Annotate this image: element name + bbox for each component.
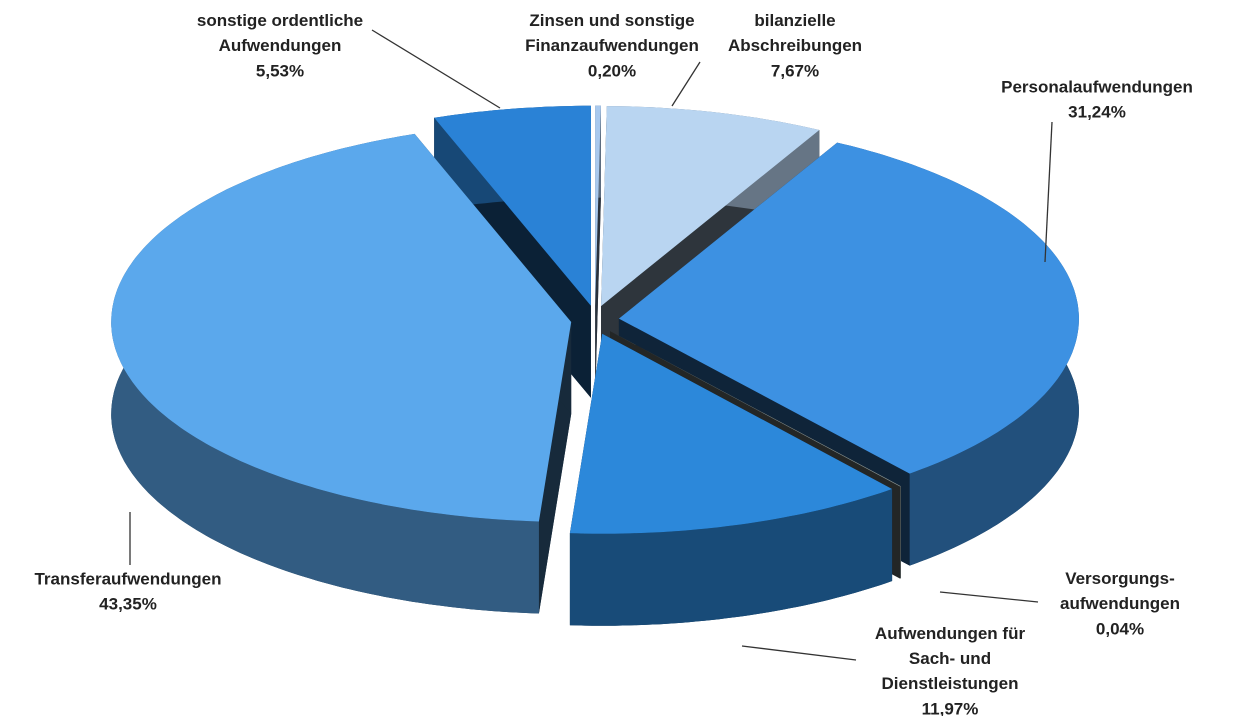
slice bbox=[569, 333, 893, 534]
category-label: Aufwendungen für Sach- und Dienstleistunge… bbox=[875, 624, 1026, 693]
slice bbox=[595, 105, 601, 306]
category-label: Zinsen und sonstige Finanzaufwendungen bbox=[525, 11, 699, 55]
labels: Zinsen und sonstige Finanzaufwendungen 0,2… bbox=[34, 11, 1192, 716]
leader-line bbox=[741, 645, 857, 661]
leader-line bbox=[1044, 121, 1053, 263]
value-label: 0,20% bbox=[588, 61, 636, 80]
slice bbox=[111, 133, 572, 522]
category-label: Personalaufwendungen bbox=[1001, 77, 1193, 96]
slice bbox=[610, 331, 901, 487]
category-label: bilanzielle Abschreibungen bbox=[728, 11, 862, 55]
category-label: sonstige ordentliche Aufwendungen bbox=[197, 11, 363, 55]
leader-line bbox=[671, 61, 701, 107]
leader-line bbox=[371, 29, 501, 109]
slice-side bbox=[569, 489, 893, 626]
pie bbox=[111, 105, 1079, 626]
slice bbox=[601, 106, 820, 307]
value-label: 31,24% bbox=[1068, 102, 1126, 121]
value-label: 7,67% bbox=[771, 61, 819, 80]
category-label: Transferaufwendungen bbox=[34, 569, 221, 588]
leader-line bbox=[939, 591, 1039, 603]
slice bbox=[434, 105, 591, 306]
value-label: 43,35% bbox=[99, 594, 157, 613]
category-label: Versorgungs-aufwendungen bbox=[1060, 569, 1180, 613]
value-label: 5,53% bbox=[256, 61, 304, 80]
slice-side bbox=[900, 486, 901, 579]
value-label: 11,97% bbox=[922, 699, 979, 716]
slice bbox=[618, 142, 1079, 474]
value-label: 0,04% bbox=[1096, 619, 1144, 638]
